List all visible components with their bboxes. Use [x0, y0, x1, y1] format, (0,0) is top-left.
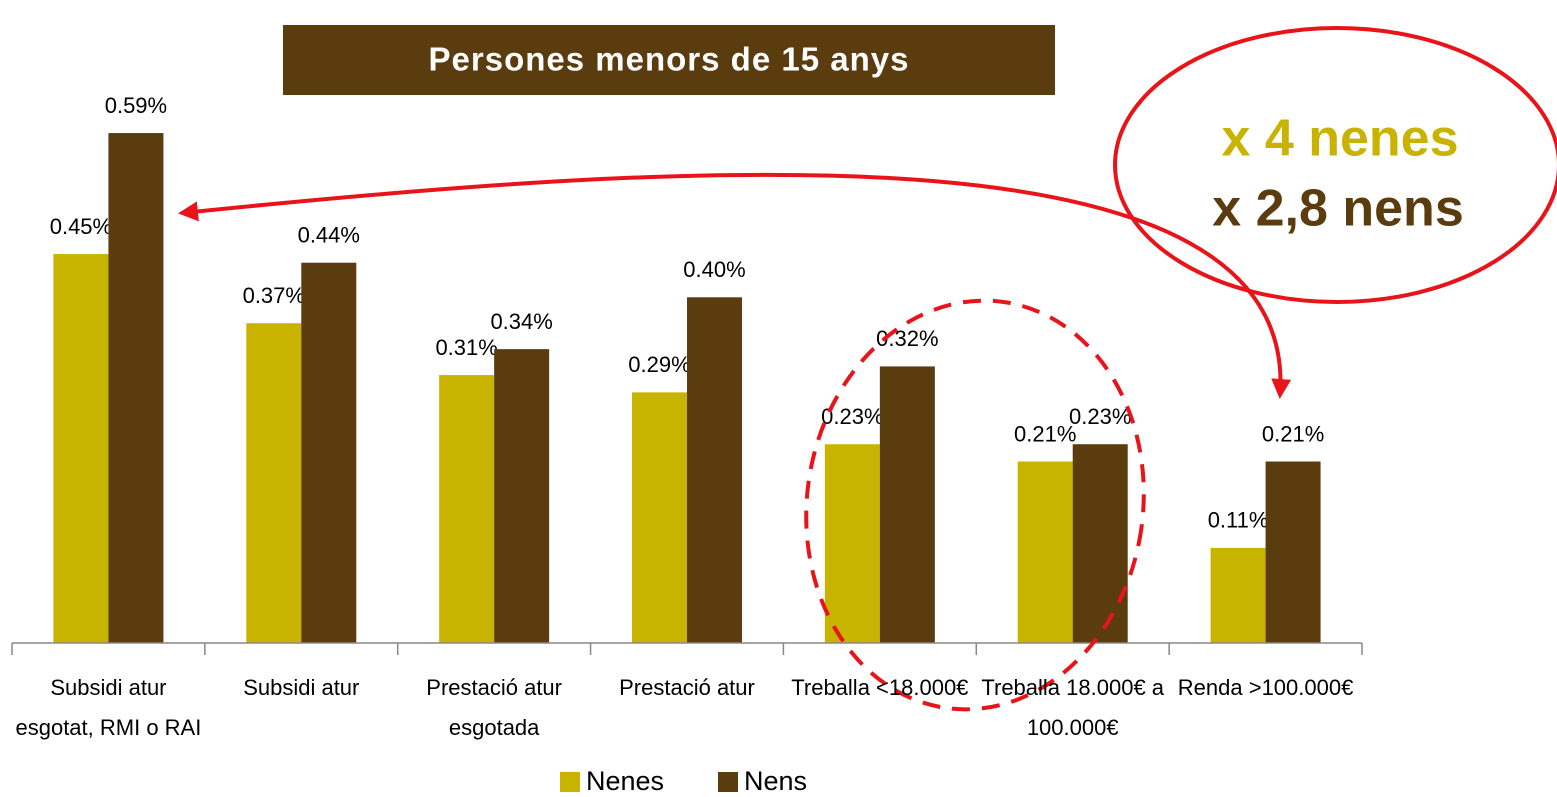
data-label: 0.23%	[1069, 404, 1131, 429]
bar	[108, 133, 164, 644]
chart-title: Persones menors de 15 anys	[429, 41, 910, 78]
bar	[53, 254, 109, 644]
title-box	[283, 25, 1055, 95]
data-label: 0.11%	[1208, 508, 1269, 533]
bar	[687, 297, 742, 643]
bar	[246, 323, 302, 643]
bar	[301, 262, 357, 643]
data-label: 0.44%	[298, 223, 360, 248]
x-tick-label: Prestació atur esgotada	[426, 675, 562, 740]
data-label: 0.45%	[50, 214, 112, 239]
annotation: x 2,8 nens	[1212, 180, 1463, 238]
bar	[632, 392, 687, 643]
x-tick-label: Subsidi atur	[243, 675, 360, 700]
legend-label: Nens	[744, 766, 807, 796]
x-tick-label: Treballa <18.000€	[791, 675, 969, 700]
x-tick-label: Subsidi atur esgotat, RMI o RAI	[15, 675, 202, 740]
data-label: 0.29%	[628, 352, 690, 377]
legend-swatch	[718, 772, 738, 792]
data-label: 0.37%	[243, 283, 305, 308]
legend-label: Nenes	[586, 766, 664, 796]
legend-swatch	[560, 772, 580, 792]
bar	[824, 444, 880, 643]
data-label: 0.21%	[1262, 421, 1324, 446]
bar	[494, 349, 550, 643]
data-label: 0.21%	[1014, 421, 1076, 446]
bar	[1210, 547, 1266, 643]
arrow	[178, 172, 1292, 399]
annotation: x 4 nenes	[1221, 110, 1458, 168]
bar	[1072, 444, 1128, 643]
highlight-ellipse	[1113, 26, 1557, 304]
bar	[879, 366, 935, 643]
data-label: 0.40%	[683, 257, 745, 282]
data-label: 0.34%	[490, 309, 552, 334]
bar	[439, 375, 495, 643]
data-label: 0.59%	[105, 93, 167, 118]
x-tick-label: Renda >100.000€	[1177, 675, 1354, 700]
data-label: 0.31%	[435, 335, 497, 360]
x-tick-label: Prestació atur	[619, 675, 755, 700]
bar	[1017, 461, 1073, 643]
bar	[1265, 461, 1321, 643]
x-tick-label: Treballa 18.000€ a 100.000€	[981, 675, 1165, 740]
